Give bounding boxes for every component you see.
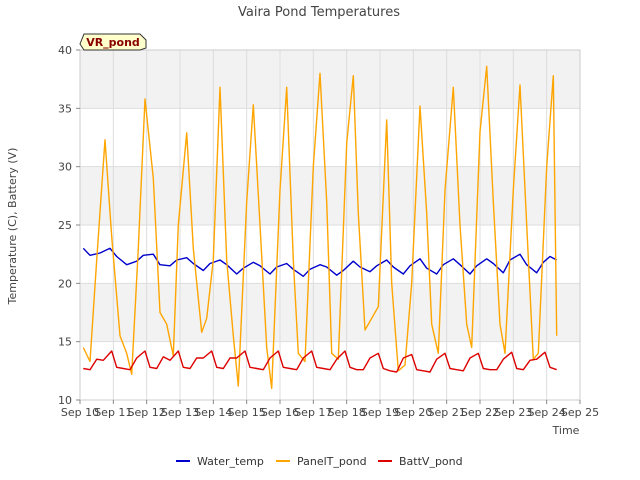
legend-label: Water_temp [197,455,264,468]
background-bands [80,50,580,400]
series-line-panelt-pond [82,65,558,389]
x-tick-label: Sep 24 [528,406,566,419]
x-axis-label: Time [552,424,580,437]
y-tick-label: 20 [58,277,72,290]
legend-item: PanelT_pond [276,455,367,468]
x-tick-label: Sep 12 [128,406,166,419]
series-line-battv-pond [83,350,557,373]
y-tick-label: 10 [58,394,72,407]
x-tick-label: Sep 16 [261,406,299,419]
y-axis-label: Temperature (C), Battery (V) [6,148,19,306]
y-tick-label: 40 [58,44,72,57]
background-band [80,166,580,225]
legend-item: BattV_pond [378,455,463,468]
station-label-box: VR_pond [79,33,147,51]
legend-label: PanelT_pond [297,455,367,468]
x-tick-label: Sep 14 [194,406,232,419]
x-tick-label: Sep 19 [361,406,399,419]
legend: Water_temp PanelT_pond BattV_pond [176,455,463,468]
background-band [80,108,580,167]
x-tick-label: Sep 18 [328,406,366,419]
x-tick-label: Sep 23 [494,406,532,419]
y-axis: 10 15 20 25 30 35 40 [58,44,80,407]
y-tick-label: 25 [58,219,72,232]
legend-label: BattV_pond [399,455,463,468]
background-band [80,50,580,109]
x-tick-label: Sep 25 [561,406,599,419]
y-tick-label: 15 [58,336,72,349]
x-tick-label: Sep 11 [94,406,132,419]
x-tick-label: Sep 20 [394,406,432,419]
background-band [80,225,580,284]
chart-title: Vaira Pond Temperatures [238,5,400,20]
background-band [80,341,580,400]
x-tick-label: Sep 10 [61,406,99,419]
series-layer [82,65,558,389]
x-tick-label: Sep 17 [294,406,332,419]
x-tick-label: Sep 13 [161,406,199,419]
station-label: VR_pond [86,36,140,49]
legend-item: Water_temp [176,455,264,468]
x-tick-label: Sep 21 [428,406,466,419]
y-tick-label: 35 [58,102,72,115]
y-tick-label: 30 [58,161,72,174]
x-tick-label: Sep 15 [228,406,266,419]
x-tick-label: Sep 22 [461,406,499,419]
series-line-water-temp [82,247,558,277]
